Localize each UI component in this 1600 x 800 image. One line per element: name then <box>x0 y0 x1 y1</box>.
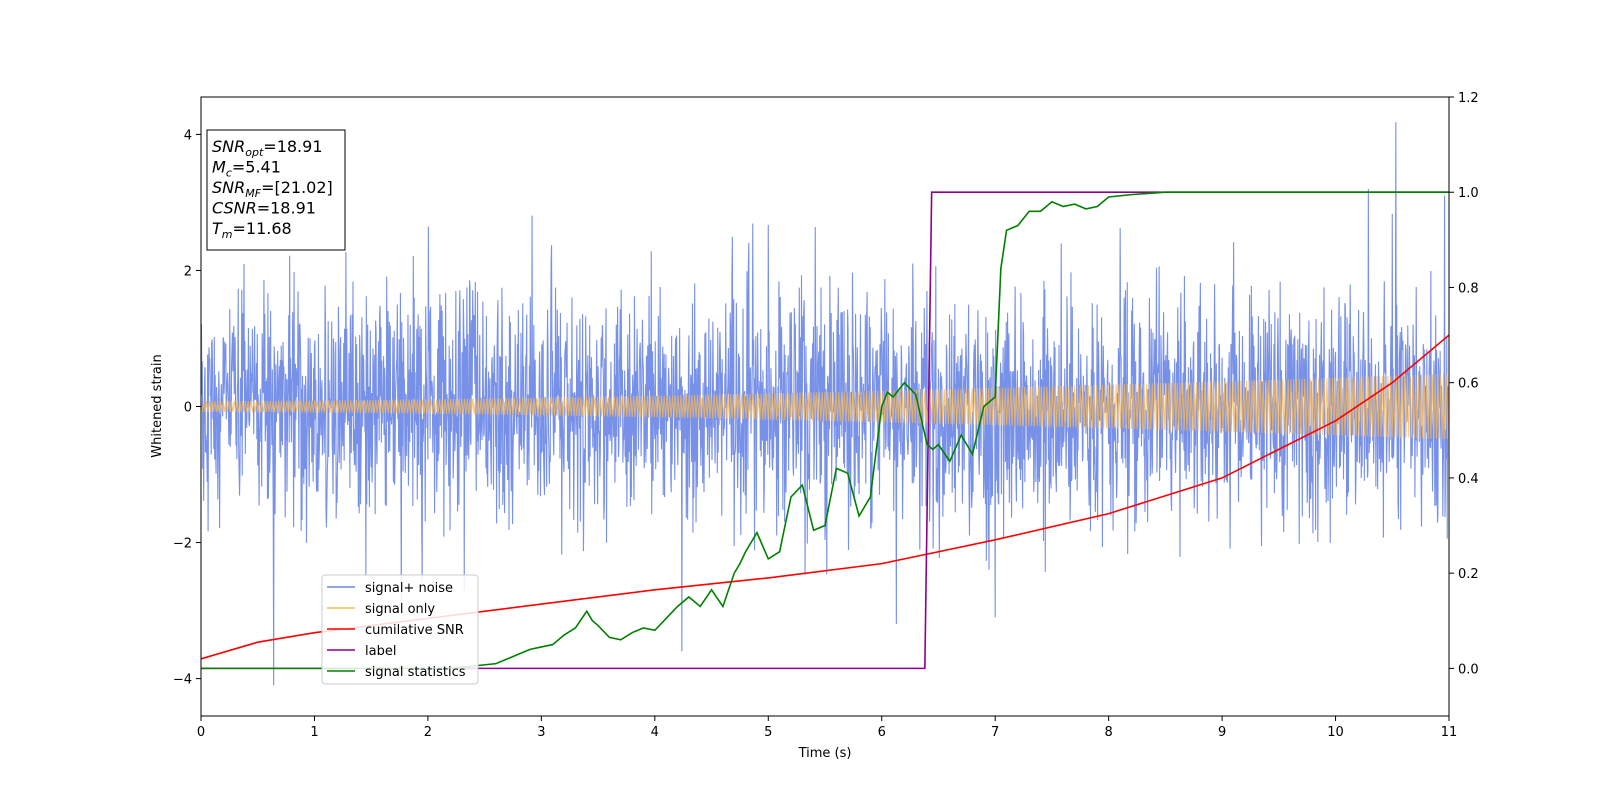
annotation-frame <box>206 129 346 251</box>
x-tick-label: 5 <box>764 725 772 740</box>
x-tick-label: 9 <box>1218 725 1226 740</box>
y-right-tick-label: 0.6 <box>1458 377 1479 392</box>
y-right-tick-label: 0.8 <box>1458 281 1479 296</box>
y-right-tick-label: 1.0 <box>1458 186 1479 201</box>
y-left-tick-label: 0 <box>184 401 192 416</box>
x-tick-label: 6 <box>878 725 886 740</box>
annotation-line: Tm=11.68 <box>212 219 292 241</box>
legend-label: cumilative SNR <box>365 623 464 638</box>
annotation-line: SNRopt=18.91 <box>212 137 323 159</box>
x-tick-label: 11 <box>1441 725 1458 740</box>
legend-label: signal only <box>365 602 435 617</box>
x-tick-label: 0 <box>197 725 205 740</box>
x-tick-label: 7 <box>991 725 999 740</box>
y-left-tick-label: −4 <box>173 673 192 688</box>
x-tick-label: 2 <box>424 725 432 740</box>
x-tick-label: 8 <box>1104 725 1112 740</box>
legend: signal+ noise signal only cumilative SNR la… <box>321 574 479 685</box>
legend-label: signal statistics <box>365 665 466 680</box>
legend-label: label <box>365 644 396 659</box>
annotation-line: SNRMF=[21.02] <box>212 178 333 200</box>
annotation-line: Mc=5.41 <box>212 158 281 180</box>
y-axis-label-left: Whitened strain <box>150 354 165 457</box>
x-tick-label: 4 <box>651 725 659 740</box>
y-right-tick-label: 0.4 <box>1458 472 1479 487</box>
x-axis-label: Time (s) <box>798 746 852 761</box>
y-left-tick-label: −2 <box>173 537 192 552</box>
annotation-box: SNRopt=18.91Mc=5.41SNRMF=[21.02]CSNR=18.… <box>206 129 346 251</box>
series-line-signal-only <box>201 373 1449 440</box>
y-right-tick-label: 0.0 <box>1458 662 1479 677</box>
annotation-line: CSNR=18.91 <box>212 199 316 218</box>
x-tick-label: 10 <box>1327 725 1344 740</box>
series-line-signal-statistics <box>201 191 1449 670</box>
y-right-tick-label: 1.2 <box>1458 91 1479 106</box>
x-tick-label: 3 <box>537 725 545 740</box>
x-tick-label: 1 <box>310 725 318 740</box>
axes-layer: 0 1 2 3 4 5 6 7 8 9 10 11 −4 −2 0 2 4 0.0 0.2 0.4 0.6 0.8 1.0 1… <box>173 91 1479 740</box>
y-left-tick-label: 4 <box>184 128 192 143</box>
y-right-tick-label: 0.2 <box>1458 567 1479 582</box>
legend-label: signal+ noise <box>365 581 453 596</box>
y-left-tick-label: 2 <box>184 264 192 279</box>
legend-frame <box>321 574 479 685</box>
